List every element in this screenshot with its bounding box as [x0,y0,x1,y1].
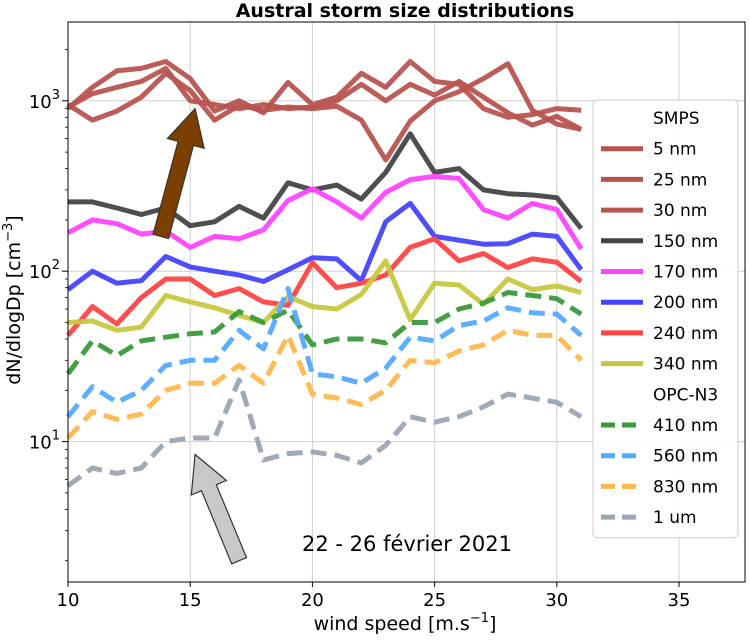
x-tick-label: 10 [57,590,80,611]
date-annotation: 22 - 26 février 2021 [302,532,512,556]
series-line-560-nm [66,286,583,419]
series-line-5-nm [66,61,582,163]
legend-label: 830 nm [653,477,718,497]
series-line-830-nm [66,327,583,440]
y-axis-label-main: dN/dlogDp [cm [3,242,25,385]
brown-arrow [152,107,205,240]
legend-box [592,99,739,539]
series-line-340-nm [67,258,582,333]
y-axis-label-sup: −3 [1,223,16,242]
series-group [65,59,584,488]
legend-group-header: OPC-N3 [653,385,718,405]
tick-group: 10 15 20 25 30 35 101 102 103 [29,49,691,611]
series-line-30-nm [66,65,583,132]
arrow-group [152,107,248,565]
legend-label: 240 nm [653,324,718,344]
legend-label: 30 nm [653,201,707,221]
gray-arrow [190,453,248,565]
legend-label: 150 nm [653,232,718,252]
series-line-410-nm [65,290,583,376]
y-tick-label: 101 [29,429,60,454]
y-axis-label: dN/dlogDp [cm−3] [1,215,25,384]
y-tick-label: 103 [29,88,60,113]
x-tick-label: 25 [423,590,446,611]
legend-label: 340 nm [653,355,718,375]
x-tick-label: 35 [668,590,691,611]
series-line-25-nm [66,59,582,120]
x-tick-label: 15 [179,590,202,611]
legend-label: 170 nm [653,263,718,283]
y-tick-label: 102 [29,258,60,283]
x-axis-label-end: ] [489,613,496,635]
x-tick-label: 30 [545,590,568,611]
x-tick-label: 20 [301,590,324,611]
x-axis-label-sup: −1 [470,611,489,626]
x-axis-label: wind speed [m.s−1] [314,611,497,635]
series-line-150-nm [68,131,584,231]
chart-title: Austral storm size distributions [236,0,575,22]
series-line-240-nm [66,236,583,338]
y-axis-label-end: ] [3,215,25,222]
legend: SMPS 5 nm 25 nm 30 nm 150 nm 170 nm 200 nm 240 … [592,99,739,539]
series-line-200-nm [66,200,584,292]
legend-label: 560 nm [653,447,718,467]
plot-frame [67,21,746,583]
legend-label: 5 nm [653,140,697,160]
series-line-1-um [66,377,583,488]
legend-label: 1 um [653,508,697,528]
legend-label: 25 nm [653,170,707,190]
legend-label: 410 nm [653,416,718,436]
legend-group-header: SMPS [653,109,700,129]
x-axis-label-main: wind speed [m.s [314,613,470,635]
legend-label: 200 nm [653,293,718,313]
